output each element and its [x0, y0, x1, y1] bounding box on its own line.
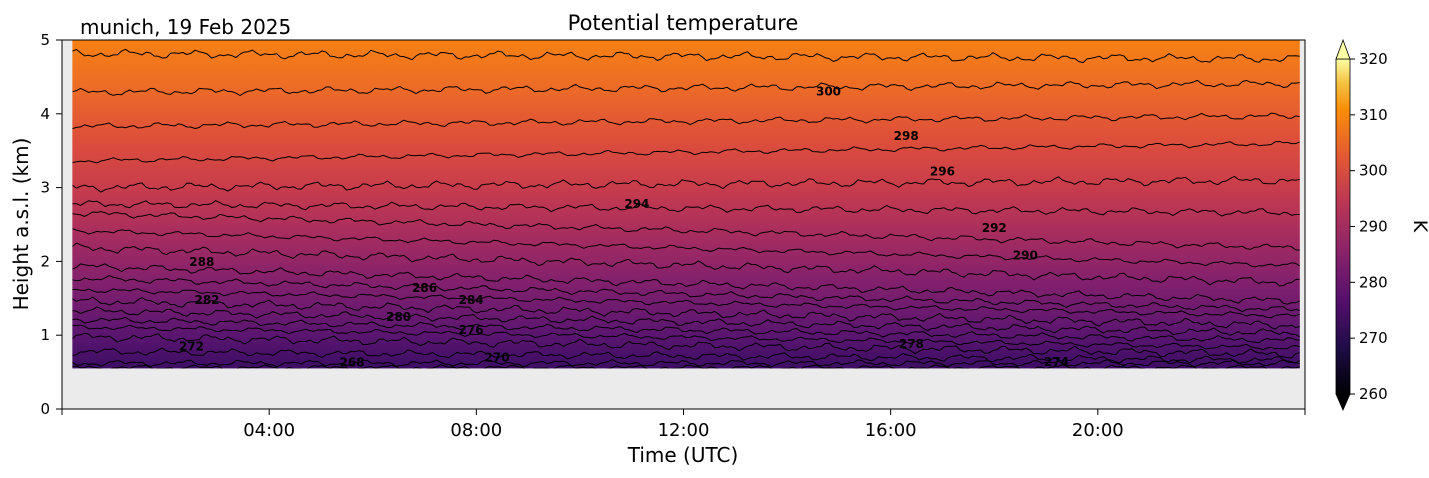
contour-label: 272 [179, 339, 204, 353]
contour-label: 286 [412, 281, 437, 295]
colorbar-tick-label: 310 [1359, 106, 1388, 124]
colorbar-extend-min [1335, 393, 1351, 411]
contour-label: 296 [930, 164, 955, 178]
contour-line-274 [72, 324, 1300, 350]
contour-line-282 [72, 288, 1300, 319]
contour-line-286 [72, 263, 1300, 305]
contour-line-300 [72, 112, 1300, 130]
contour-label: 282 [194, 293, 219, 307]
contour-label: 280 [386, 310, 411, 324]
x-axis-label: Time (UTC) [627, 443, 739, 467]
contour-lines [72, 48, 1300, 369]
x-tick-label: 04:00 [243, 420, 295, 441]
contour-line-268 [72, 359, 1300, 368]
chart-title: Potential temperature [568, 11, 799, 35]
y-axis-label: Height a.s.l. (km) [9, 138, 33, 311]
y-tick-label: 4 [40, 105, 50, 123]
contour-line-302 [72, 79, 1300, 96]
contour-label: 274 [1044, 355, 1069, 369]
x-tick-label: 08:00 [450, 420, 502, 441]
contour-label: 288 [189, 255, 214, 269]
contour-label: 294 [624, 197, 649, 211]
y-tick-label: 0 [40, 400, 50, 418]
contour-label: 300 [816, 85, 841, 99]
colorbar-label: K [1409, 220, 1429, 233]
contour-label: 290 [1013, 248, 1038, 262]
y-tick-label: 3 [40, 179, 50, 197]
y-tick-label: 2 [40, 252, 50, 270]
contour-labels: 300 298 296 294 292 290 288 286 284 282 280 276 278 2… [179, 85, 1069, 370]
colorbar-tick-label: 320 [1359, 50, 1388, 68]
colorbar-tick-label: 260 [1359, 385, 1388, 403]
contour-line-290 [72, 228, 1300, 268]
contour-label: 270 [485, 350, 510, 364]
contour-line-276 [72, 316, 1300, 344]
contour-line-298 [72, 141, 1300, 164]
plot-area: 300 298 296 294 292 290 288 286 284 282 280 276 278 2… [61, 39, 1306, 410]
contour-line-296 [72, 175, 1300, 193]
y-tick-label: 5 [40, 31, 50, 49]
colorbar-extend-max [1335, 38, 1351, 60]
contour-label: 278 [899, 337, 924, 351]
contour-line-278 [72, 306, 1300, 338]
chart-subtitle: munich, 19 Feb 2025 [80, 15, 291, 39]
x-tick-label: 16:00 [865, 420, 917, 441]
contour-label: 268 [340, 356, 365, 370]
colorbar-gradient [1335, 58, 1351, 395]
contour-line-304 [72, 48, 1300, 64]
y-tick-label: 1 [40, 326, 50, 344]
x-tick-label: 12:00 [658, 420, 710, 441]
colorbar-tick-label: 280 [1359, 273, 1388, 291]
contour-line-266 [72, 364, 1300, 369]
contour-line-292 [72, 211, 1300, 251]
y-axis: 0 1 2 3 4 5 [40, 31, 62, 418]
colorbar-tick-label: 300 [1359, 162, 1388, 180]
contour-label: 284 [459, 293, 484, 307]
colorbar-tick-label: 270 [1359, 329, 1388, 347]
contour-line-284 [72, 275, 1300, 313]
colorbar-ticks: 260 270 280 290 300 310 320 [1350, 50, 1388, 403]
contour-label: 298 [894, 129, 919, 143]
x-tick-label: 20:00 [1072, 420, 1124, 441]
contour-line-294 [72, 200, 1300, 217]
contour-label: 292 [982, 221, 1007, 235]
contour-line-280 [72, 296, 1300, 330]
contour-line-288 [72, 242, 1300, 287]
x-axis: 04:00 08:00 12:00 16:00 20:00 [61, 409, 1306, 441]
colorbar: 260 270 280 290 300 310 320 K [1335, 38, 1429, 411]
contour-line-270 [72, 347, 1300, 365]
colorbar-tick-label: 290 [1359, 218, 1388, 236]
contour-label: 276 [459, 323, 484, 337]
contour-line-272 [72, 332, 1300, 359]
